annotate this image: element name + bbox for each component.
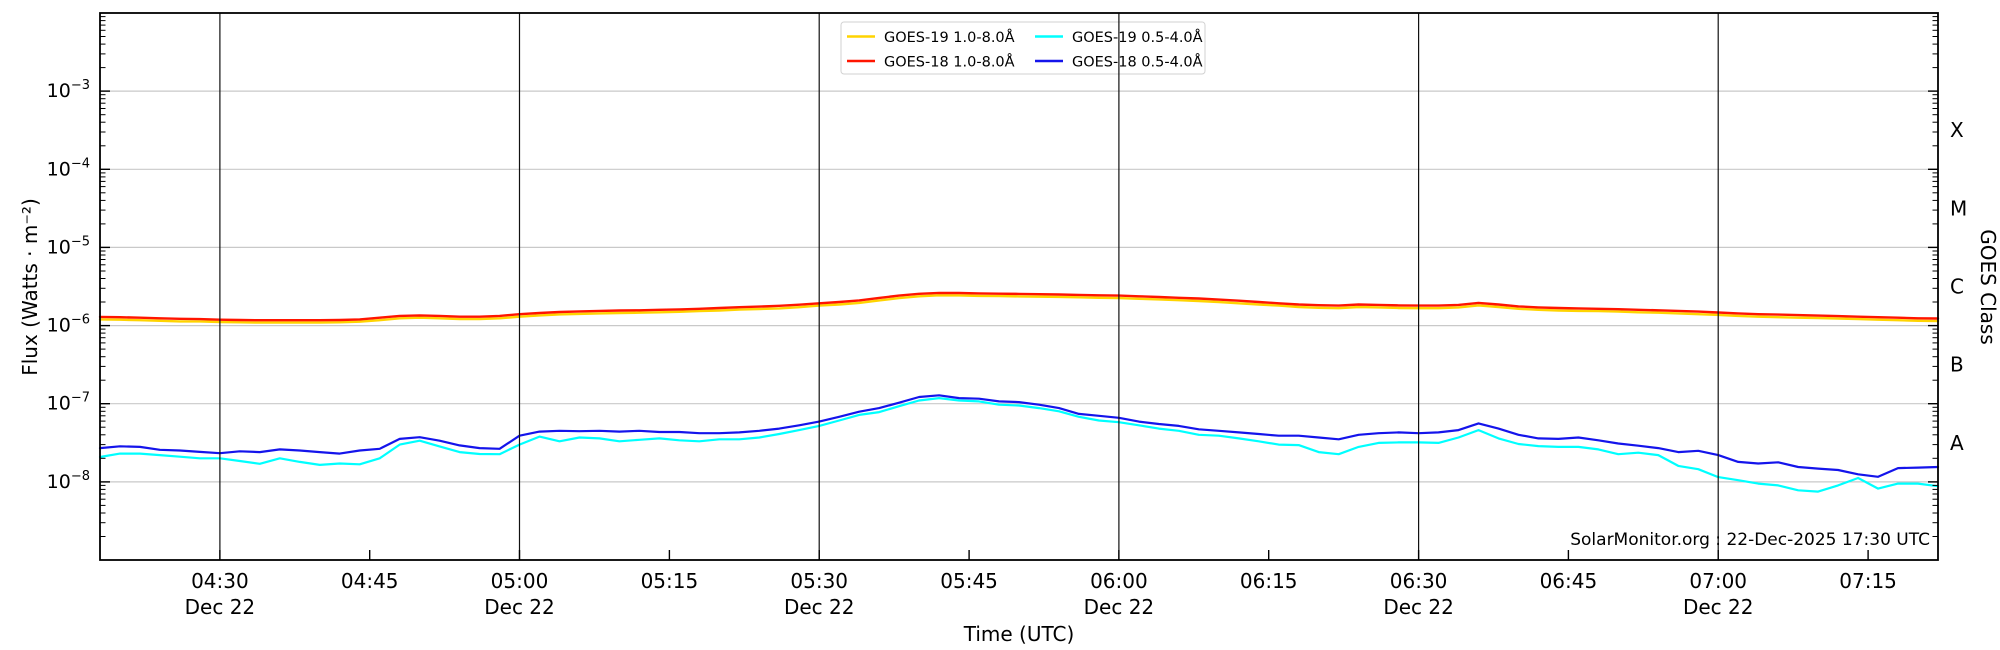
solarmonitor-watermark: SolarMonitor.org : 22-Dec-2025 17:30 UTC xyxy=(1570,530,1930,550)
legend-label: GOES-18 0.5-4.0Å xyxy=(1072,54,1203,71)
x-tick-label: 05:45 xyxy=(940,569,998,593)
goes-class-letter-M: M xyxy=(1950,196,1967,220)
x-tick-label: 06:15 xyxy=(1240,569,1298,593)
y-tick-label: 10−5 xyxy=(47,234,90,258)
x-tick-day-label: Dec 22 xyxy=(484,595,555,619)
goes-class-letter-X: X xyxy=(1950,118,1964,142)
y-tick-label: 10−8 xyxy=(47,469,90,493)
x-tick-label: 06:45 xyxy=(1540,569,1598,593)
series-line-0: GOES-19 1.0-8.0Å xyxy=(98,294,1940,324)
x-tick-label: 05:30 xyxy=(790,569,848,593)
legend-label: GOES-19 1.0-8.0Å xyxy=(884,29,1015,46)
y-tick-label: 10−4 xyxy=(47,156,90,180)
x-tick-label: 06:00 xyxy=(1090,569,1148,593)
plot-frame xyxy=(99,12,1939,561)
legend-label: GOES-18 1.0-8.0Å xyxy=(884,54,1015,71)
right-axis-title: GOES Class xyxy=(1976,229,2000,345)
x-tick-label: 05:00 xyxy=(491,569,549,593)
x-tick-label: 07:00 xyxy=(1689,569,1747,593)
x-tick-label: 04:45 xyxy=(341,569,399,593)
x-tick-label: 05:15 xyxy=(641,569,699,593)
x-axis-title: Time (UTC) xyxy=(963,622,1075,646)
x-tick-label: 06:30 xyxy=(1390,569,1448,593)
x-tick-day-label: Dec 22 xyxy=(1683,595,1754,619)
goes-class-letter-B: B xyxy=(1950,353,1964,377)
y-tick-label: 10−6 xyxy=(47,313,90,337)
x-tick-label: 07:15 xyxy=(1839,569,1897,593)
goes-class-letter-C: C xyxy=(1950,275,1964,299)
legend: GOES-19 1.0-8.0Å GOES-18 1.0-8.0Å GOES-19 … xyxy=(840,21,1206,75)
y-tick-label: 10−3 xyxy=(47,78,90,102)
x-tick-day-label: Dec 22 xyxy=(1383,595,1454,619)
goes-class-letter-A: A xyxy=(1950,431,1964,455)
x-tick-day-label: Dec 22 xyxy=(185,595,256,619)
x-tick-day-label: Dec 22 xyxy=(784,595,855,619)
series-line-3: GOES-18 0.5-4.0Å xyxy=(98,394,1940,478)
y-axis-title: Flux (Watts · m⁻²) xyxy=(18,198,42,376)
legend-label: GOES-19 0.5-4.0Å xyxy=(1072,29,1203,46)
legend-box xyxy=(840,21,1206,75)
series-line-1: GOES-18 1.0-8.0Å xyxy=(98,291,1940,322)
x-tick-label: 04:30 xyxy=(191,569,249,593)
x-tick-day-label: Dec 22 xyxy=(1084,595,1155,619)
series-line-2: GOES-19 0.5-4.0Å xyxy=(98,397,1940,493)
y-tick-label: 10−7 xyxy=(47,391,90,415)
